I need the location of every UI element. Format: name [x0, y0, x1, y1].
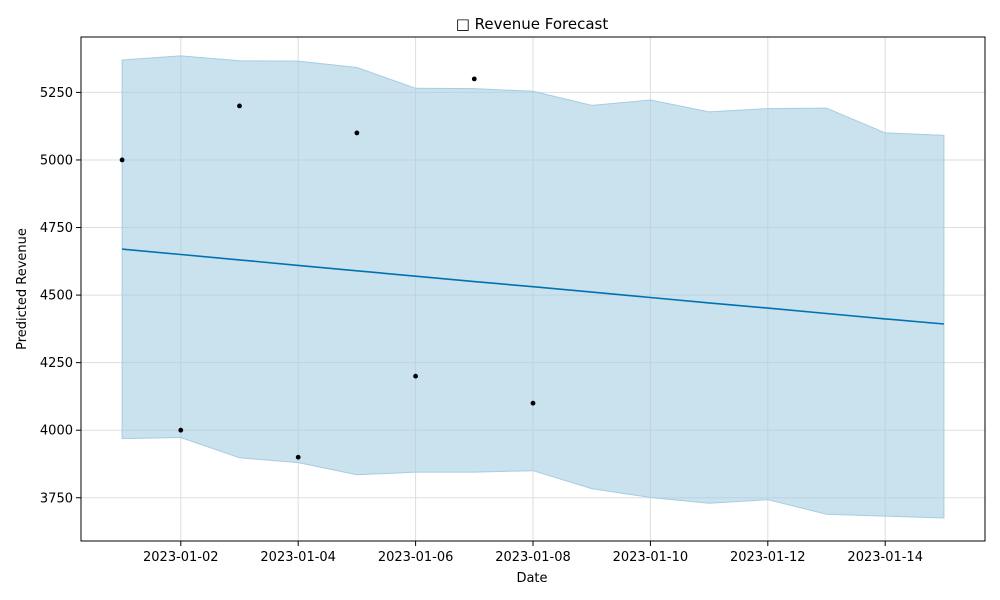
chart-title: □ Revenue Forecast [456, 15, 609, 33]
y-tick-label: 4000 [40, 424, 73, 439]
observed-point [295, 454, 301, 460]
y-tick-label: 5000 [40, 153, 73, 168]
observed-point [237, 103, 242, 109]
y-tick-label: 4750 [40, 221, 73, 236]
x-axis: 2023-01-02 2023-01-04 2023-01-06 2023-01-08… [143, 541, 923, 565]
x-tick-label: 2023-01-12 [730, 550, 806, 565]
observed-point [354, 130, 360, 136]
observed-points [119, 76, 536, 460]
x-tick-label: 2023-01-02 [143, 550, 219, 565]
x-tick-label: 2023-01-14 [847, 550, 923, 565]
x-tick-label: 2023-01-06 [378, 550, 454, 565]
forecast-line [122, 248, 944, 325]
x-tick-label: 2023-01-04 [260, 550, 336, 565]
observed-point [471, 76, 477, 82]
observed-point [178, 427, 184, 433]
y-tick-label: 4250 [40, 356, 73, 371]
observed-point [413, 373, 418, 379]
y-tick-label: 5250 [40, 86, 73, 101]
x-tick-label: 2023-01-08 [495, 550, 571, 565]
y-axis-title: Predicted Revenue [15, 228, 30, 350]
observed-point [119, 157, 125, 163]
y-tick-label: 3750 [40, 491, 73, 506]
observed-point [530, 400, 536, 406]
x-tick-label: 2023-01-10 [613, 550, 689, 565]
y-tick-label: 4500 [40, 289, 73, 304]
y-axis: 3750 4000 4250 4500 4750 5000 5250 [40, 86, 81, 506]
x-axis-title: Date [516, 571, 547, 586]
